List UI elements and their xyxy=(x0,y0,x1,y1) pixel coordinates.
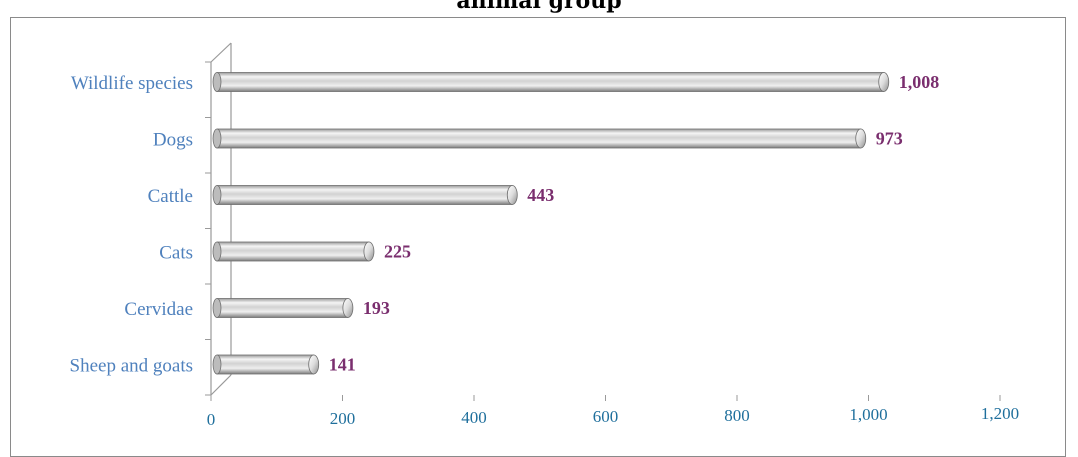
axes xyxy=(205,42,1001,401)
chart-frame xyxy=(10,17,1066,457)
bar-body xyxy=(216,354,315,375)
bar-body xyxy=(216,185,513,205)
category-label: Wildlife species xyxy=(71,73,193,94)
bar-end-cap xyxy=(506,185,518,205)
bar xyxy=(212,354,320,375)
bar-start-cap xyxy=(212,354,222,375)
x-tick-label: 200 xyxy=(330,409,356,428)
bar-end-cap xyxy=(363,241,375,262)
bar xyxy=(212,72,890,92)
bar-end-cap xyxy=(342,298,354,318)
x-tick-label: 1,200 xyxy=(981,404,1019,423)
bar-body xyxy=(216,298,349,318)
bars xyxy=(212,72,890,375)
bar-chart: 0 200 400 600 800 1,000 1,200 Wildlife species 1… xyxy=(70,42,1020,429)
bar-body xyxy=(216,72,885,92)
data-label: 443 xyxy=(527,185,554,205)
category-label: Dogs xyxy=(153,130,193,151)
x-tick-label: 800 xyxy=(724,406,750,425)
x-tick-label: 1,000 xyxy=(849,405,887,424)
bar-start-cap xyxy=(212,185,222,205)
category-label: Cats xyxy=(159,243,193,264)
x-tick-label: 400 xyxy=(461,408,487,427)
bar-end-cap xyxy=(878,72,890,92)
bar xyxy=(212,298,354,318)
data-label: 193 xyxy=(363,298,390,318)
bar xyxy=(212,128,867,149)
data-label: 973 xyxy=(876,129,903,149)
category-label: Sheep and goats xyxy=(70,356,193,377)
data-label: 225 xyxy=(384,242,411,262)
bar xyxy=(212,241,375,262)
bar-start-cap xyxy=(212,72,222,92)
bar-body xyxy=(216,128,862,149)
bar-start-cap xyxy=(212,298,222,318)
category-label: Cervidae xyxy=(124,299,193,320)
data-label: 1,008 xyxy=(899,72,940,92)
bar xyxy=(212,185,518,205)
bar-body xyxy=(216,241,370,262)
x-tick-label: 600 xyxy=(593,407,619,426)
category-label: Cattle xyxy=(148,186,193,207)
data-label: 141 xyxy=(329,355,356,375)
bar-end-cap xyxy=(308,354,320,375)
floor-depth-line xyxy=(210,374,232,396)
bar-end-cap xyxy=(855,128,867,149)
labels: 0 200 400 600 800 1,000 1,200 Wildlife species 1… xyxy=(70,72,1020,429)
x-tick-label: 0 xyxy=(207,410,216,429)
chart-title: animal group xyxy=(456,0,622,14)
bar-start-cap xyxy=(212,128,222,149)
bar-start-cap xyxy=(212,241,222,262)
top-depth-line xyxy=(210,42,232,63)
